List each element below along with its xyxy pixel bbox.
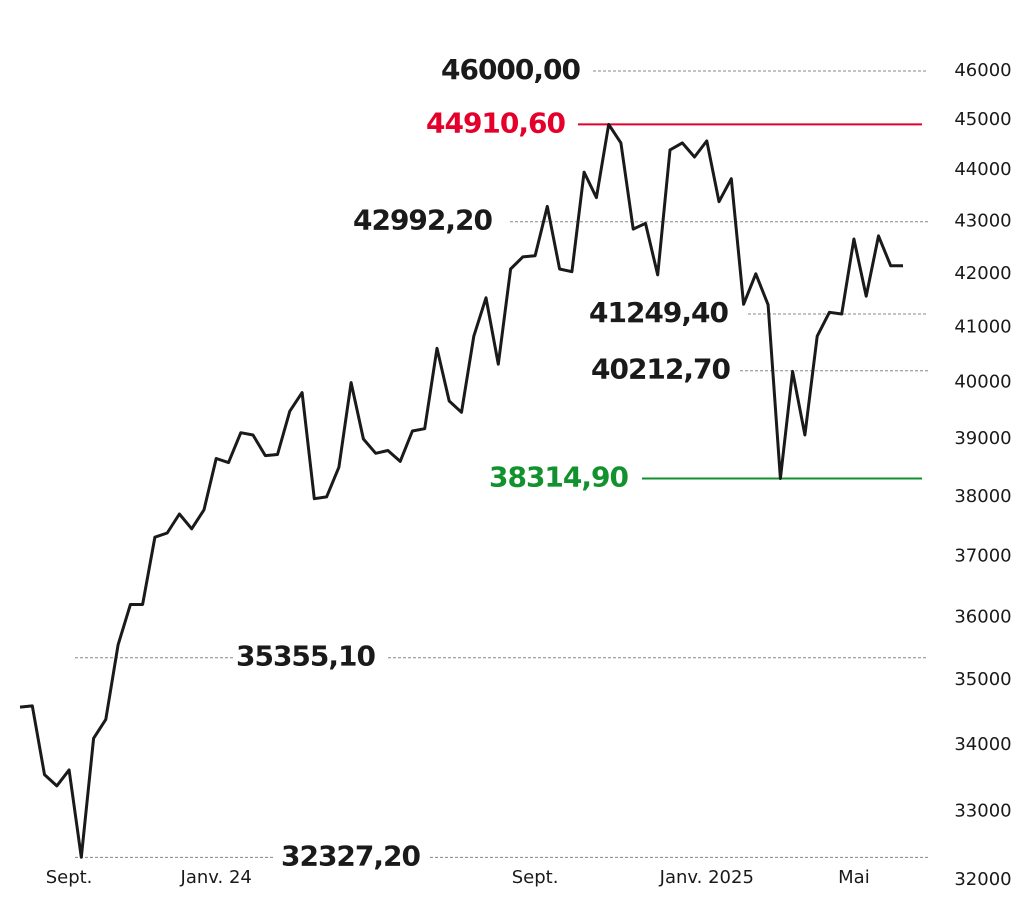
x-tick-label: Sept. — [512, 867, 559, 888]
y-tick-label: 33000 — [954, 800, 1011, 821]
y-tick-label: 45000 — [954, 109, 1011, 130]
x-tick-label: Sept. — [46, 867, 93, 888]
y-tick-label: 38000 — [954, 486, 1011, 507]
y-tick-label: 37000 — [954, 545, 1011, 566]
y-tick-label: 42000 — [954, 263, 1011, 284]
y-tick-label: 34000 — [954, 734, 1011, 755]
reference-label: 38314,90 — [489, 461, 629, 494]
y-tick-label: 46000 — [954, 60, 1011, 81]
reference-label: 41249,40 — [589, 296, 729, 329]
y-tick-label: 39000 — [954, 428, 1011, 449]
reference-label: 42992,20 — [353, 204, 493, 237]
x-tick-label: Janv. 2025 — [659, 867, 754, 888]
reference-label: 46000,00 — [441, 53, 581, 86]
y-tick-label: 44000 — [954, 159, 1011, 180]
y-tick-label: 40000 — [954, 372, 1011, 393]
y-tick-label: 41000 — [954, 317, 1011, 338]
x-tick-label: Janv. 24 — [180, 867, 252, 888]
y-tick-label: 36000 — [954, 606, 1011, 627]
reference-label: 32327,20 — [281, 839, 421, 872]
reference-label: 35355,10 — [236, 640, 376, 673]
reference-label: 44910,60 — [426, 106, 566, 139]
y-tick-label: 35000 — [954, 669, 1011, 690]
y-tick-label: 32000 — [954, 869, 1011, 890]
y-tick-label: 43000 — [954, 210, 1011, 231]
x-tick-label: Mai — [838, 867, 870, 888]
reference-label: 40212,70 — [591, 353, 731, 386]
price-line — [19, 122, 903, 859]
